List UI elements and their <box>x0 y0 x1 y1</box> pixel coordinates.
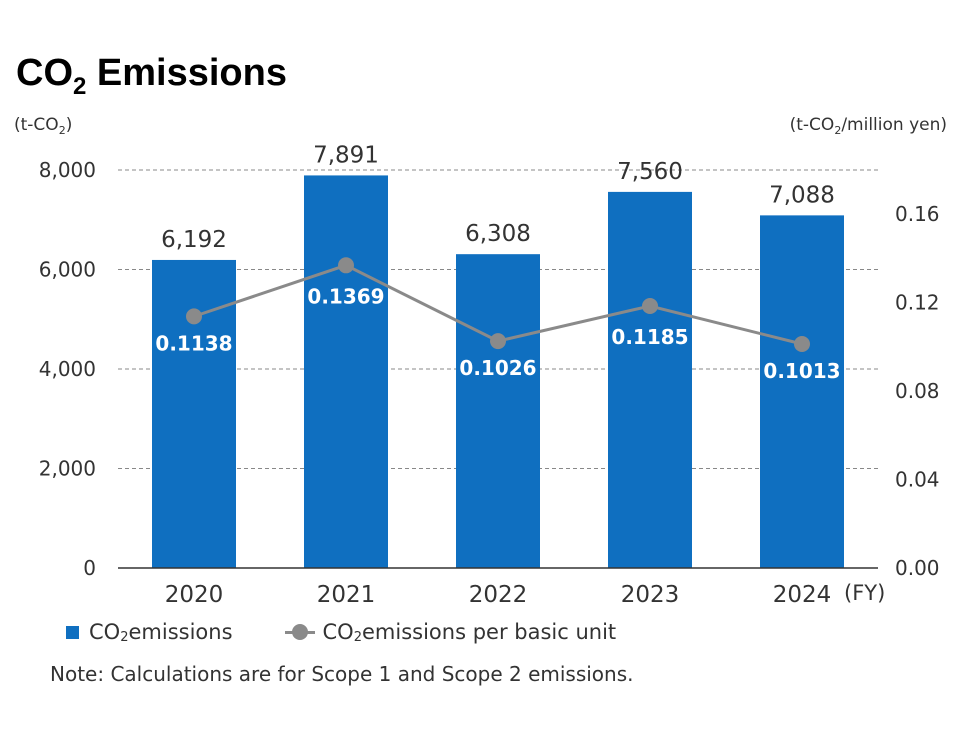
legend-bar-swatch <box>66 625 79 639</box>
y-left-tick-label: 6,000 <box>39 258 96 282</box>
line-value-label: 0.1026 <box>459 356 536 380</box>
line-value-label: 0.1013 <box>763 359 840 383</box>
y-left-tick-label: 0 <box>83 556 96 580</box>
line-value-label: 0.1185 <box>611 325 688 349</box>
x-tick-label: 2024 <box>773 582 832 608</box>
line-marker <box>186 308 202 325</box>
y-right-tick-label: 0.08 <box>895 379 940 403</box>
bar-series <box>152 175 844 569</box>
y-right-tick-label: 0.16 <box>895 202 940 226</box>
y-left-tick-label: 2,000 <box>39 457 96 481</box>
chart-title: CO2 Emissions <box>16 52 287 100</box>
legend: CO 2 emissions CO 2 emissions per basic un… <box>66 620 616 645</box>
axes: 0 2,000 4,000 6,000 8,000 0.00 0.04 0.08 0.12 0.1… <box>39 158 940 608</box>
line-value-label: 0.1369 <box>307 284 384 308</box>
line-series <box>186 257 810 353</box>
data-labels: 6,192 7,891 6,308 7,560 7,088 0.1138 0.1369 0.1… <box>155 142 840 383</box>
legend-line-swatch <box>284 624 315 640</box>
legend-item-basic-unit: CO 2 emissions per basic unit <box>233 620 616 645</box>
line-value-label: 0.1138 <box>155 331 232 355</box>
x-tick-label: 2022 <box>469 582 528 608</box>
left-axis-unit: (t-CO2) <box>14 115 73 137</box>
bar-value-label: 7,891 <box>313 142 379 168</box>
x-tick-label: 2021 <box>317 582 376 608</box>
y-left-tick-label: 8,000 <box>39 158 96 182</box>
x-tick-label: 2023 <box>621 582 680 608</box>
line-marker <box>490 333 506 350</box>
legend-item-emissions: CO 2 emissions <box>66 620 233 645</box>
x-tick-label: 2020 <box>165 582 224 608</box>
y-right-tick-label: 0.04 <box>895 468 940 492</box>
bar <box>760 215 844 568</box>
line-marker <box>642 297 658 314</box>
bar-value-label: 6,308 <box>465 221 531 247</box>
bar-value-label: 7,560 <box>617 159 683 185</box>
bar <box>608 191 692 568</box>
line-marker <box>794 336 810 353</box>
y-right-tick-label: 0.12 <box>895 291 940 315</box>
bar <box>304 175 388 569</box>
y-right-tick-label: 0.00 <box>895 556 940 580</box>
footnote: Note: Calculations are for Scope 1 and S… <box>50 662 634 686</box>
y-left-tick-label: 4,000 <box>39 357 96 381</box>
x-unit-label: (FY) <box>844 581 885 605</box>
line-marker <box>338 257 354 274</box>
right-axis-unit: (t-CO2/million yen) <box>789 115 947 137</box>
bar-value-label: 7,088 <box>769 182 835 208</box>
bar-value-label: 6,192 <box>161 227 227 253</box>
bar <box>456 254 540 568</box>
